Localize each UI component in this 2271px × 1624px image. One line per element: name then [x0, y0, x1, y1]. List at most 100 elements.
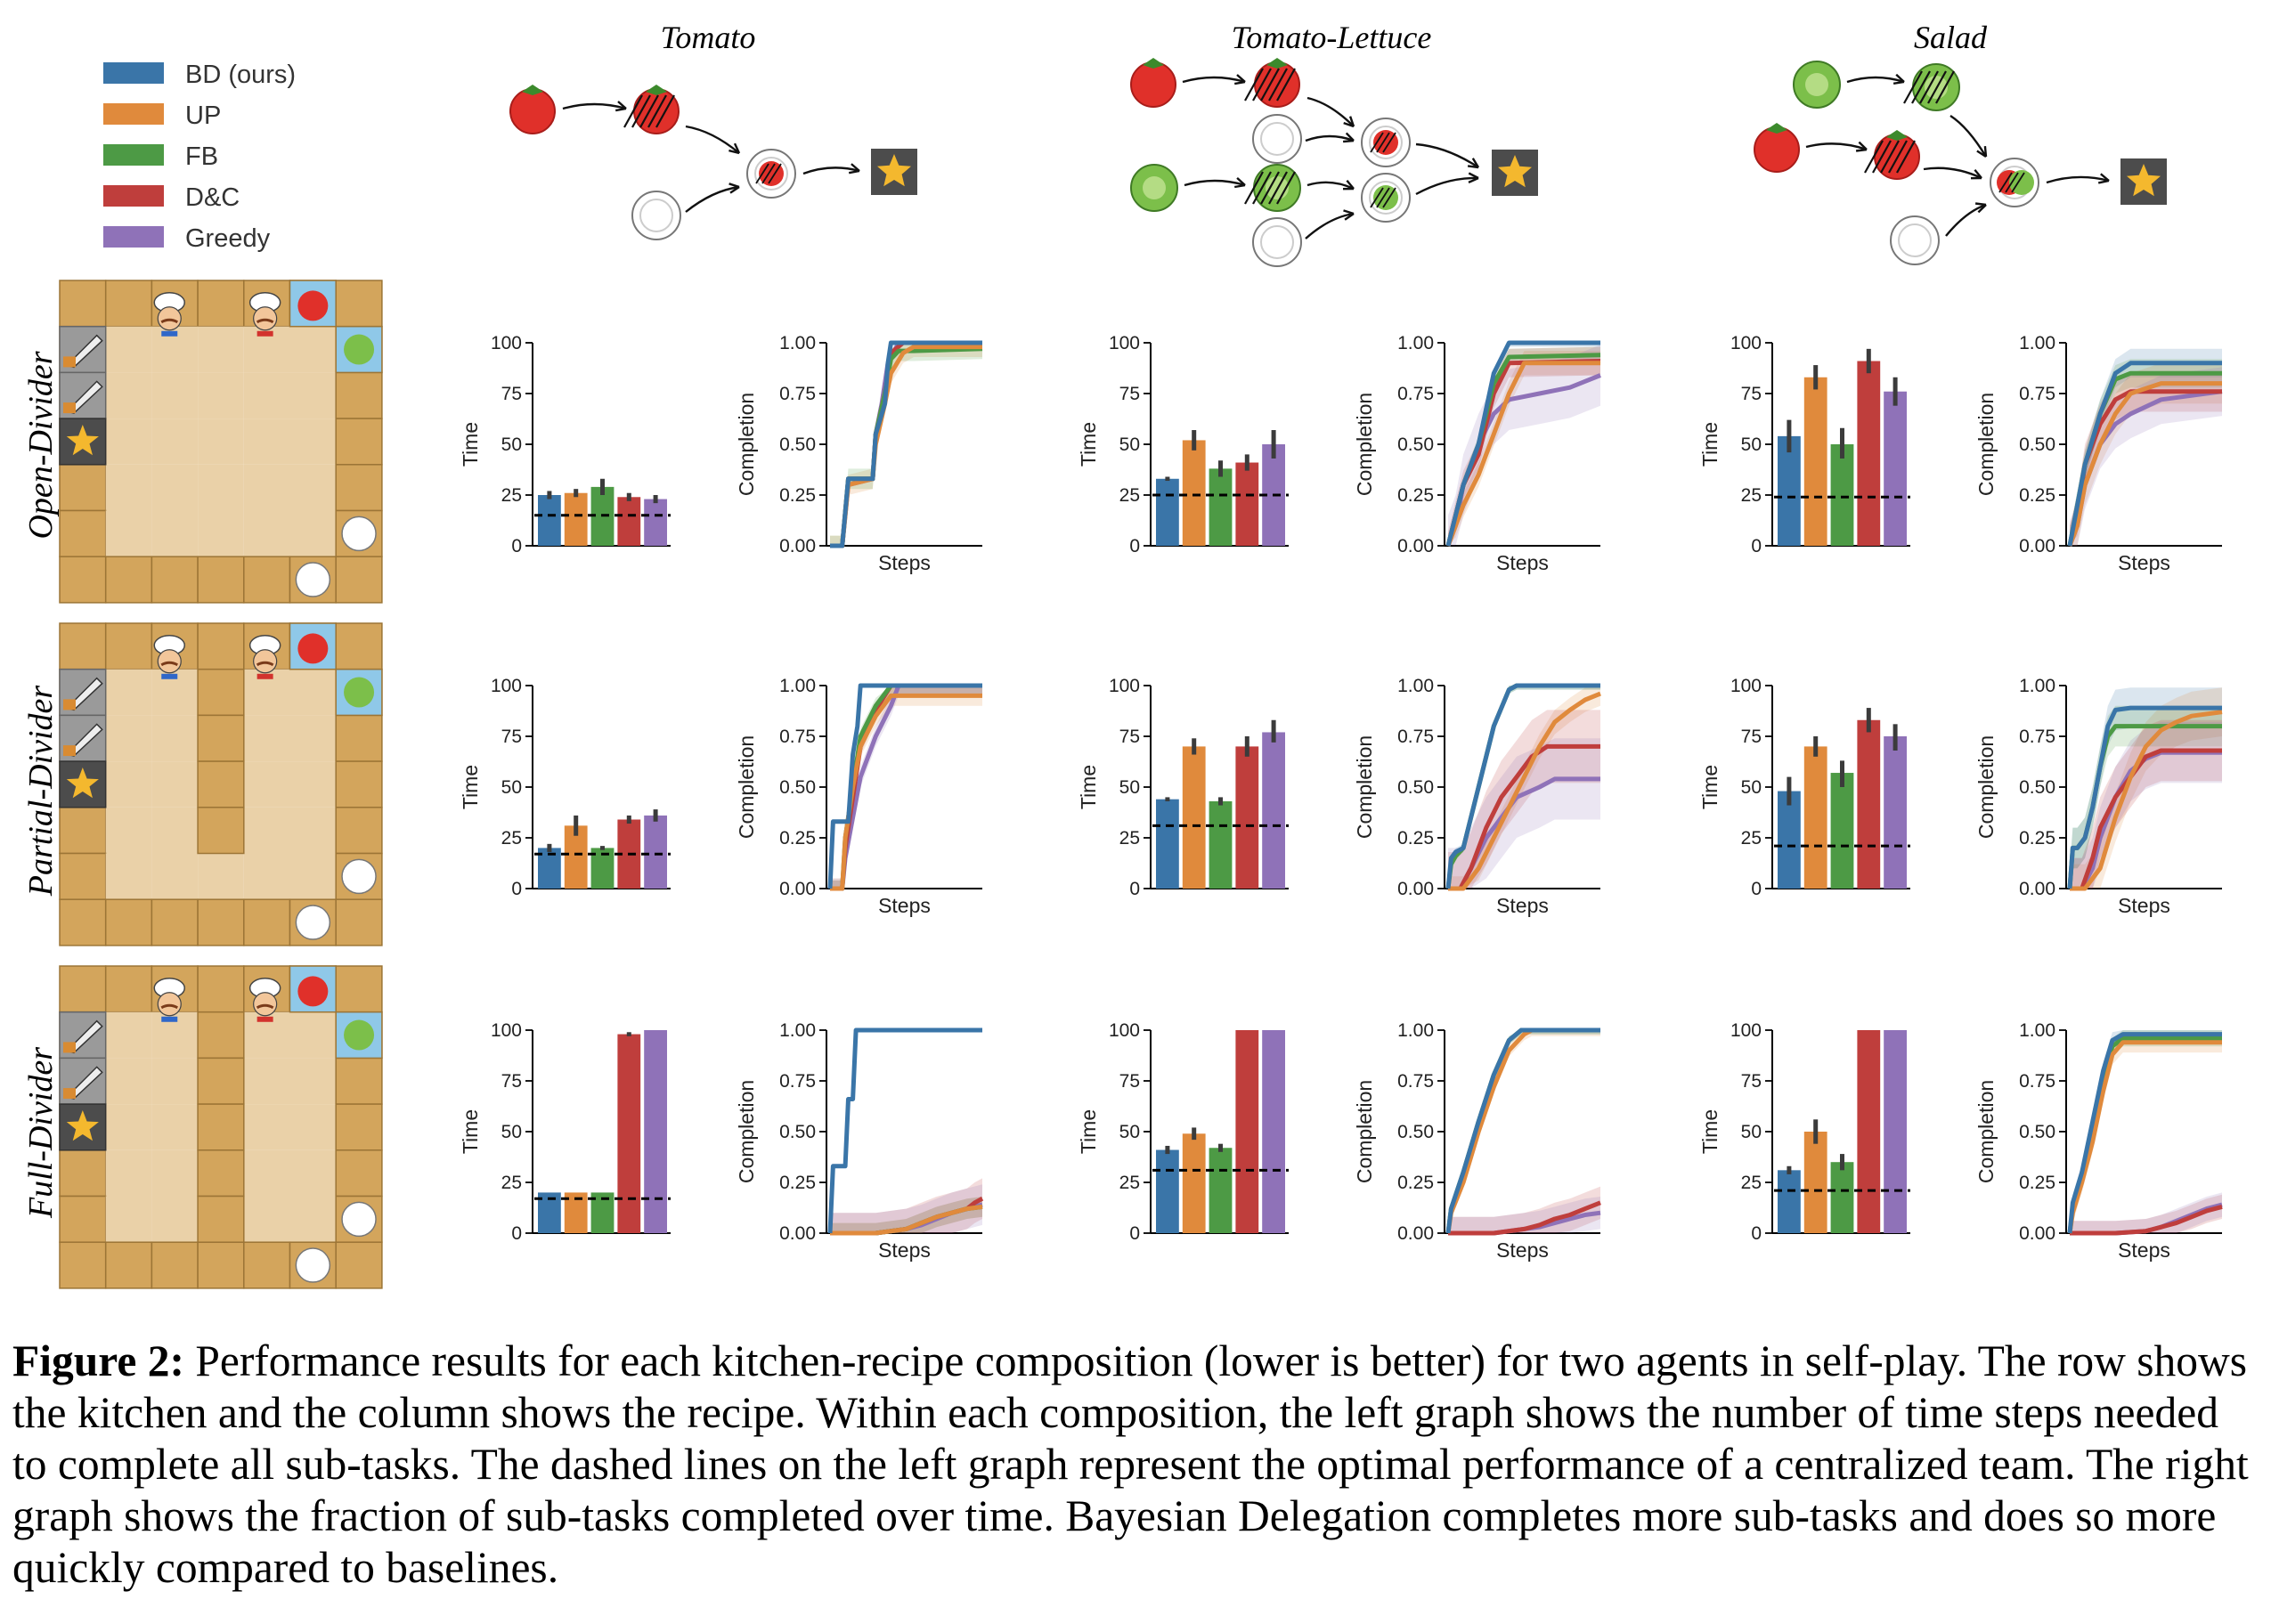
- slice-mark: [1268, 68, 1288, 102]
- knife-handle-icon: [63, 402, 76, 414]
- y-tick-label: 1.00: [1397, 1020, 1434, 1041]
- y-tick-label: 0: [511, 1223, 522, 1244]
- floor-tile: [198, 418, 244, 465]
- arrow-head: [1342, 179, 1355, 191]
- floor-tile: [105, 1104, 152, 1150]
- series-line-up: [830, 1204, 983, 1236]
- bar-bd-ours: [1156, 799, 1179, 889]
- y-tick-label: 75: [1741, 1071, 1762, 1092]
- slice-mark: [1919, 70, 1939, 104]
- counter-tile: [59, 1195, 107, 1243]
- floor-tile: [243, 761, 290, 808]
- series-line-up: [1448, 691, 1601, 891]
- y-tick-label: 0.50: [1397, 434, 1434, 455]
- counter-tile: [335, 1057, 383, 1105]
- time-bar-chart-full-divider-tomato: 0 25 50 75 100 Time: [459, 1020, 671, 1244]
- bar-bd-ours: [1156, 478, 1179, 546]
- y-tick-label: 0.00: [2019, 1223, 2055, 1244]
- counter-tile: [197, 622, 245, 670]
- y-tick-label: 100: [1109, 676, 1140, 696]
- floor-tile: [151, 761, 199, 808]
- legend-label-d-c: D&C: [185, 183, 240, 212]
- y-tick-label: 100: [491, 676, 522, 696]
- series-line-bd-ours: [1445, 683, 1600, 889]
- y-tick-label: 50: [1119, 777, 1140, 798]
- floor-tile: [151, 1058, 199, 1105]
- plate-icon: [631, 191, 681, 240]
- floor-tile: [289, 715, 337, 762]
- counter-tile: [335, 807, 383, 855]
- series-line-up: [830, 693, 982, 891]
- arrow-head: [729, 183, 740, 194]
- arrow-line: [1182, 76, 1246, 84]
- y-tick-label: 0.00: [779, 879, 816, 899]
- slice-mark: [655, 94, 675, 128]
- y-tick-label: 0: [1129, 1223, 1140, 1244]
- y-tick-label: 0.50: [1397, 1122, 1434, 1142]
- divider-tile: [197, 668, 245, 717]
- slice-mark: [1268, 171, 1288, 205]
- arrow-head: [1855, 141, 1868, 152]
- y-axis-label: Completion: [1353, 393, 1376, 496]
- plate-rim-icon: [1260, 225, 1294, 259]
- slice-mark: [631, 94, 651, 128]
- series-line-d-c: [1448, 743, 1600, 891]
- bar-fb: [1830, 1162, 1854, 1233]
- bar-up: [1182, 746, 1206, 889]
- y-axis-label: Completion: [1974, 393, 1998, 496]
- y-tick-label: 0.00: [1397, 879, 1434, 899]
- y-tick-label: 75: [1741, 727, 1762, 747]
- bar-fb: [1209, 800, 1233, 889]
- arrow-line: [562, 102, 627, 110]
- y-axis-label: Time: [1077, 1109, 1100, 1154]
- bar-greedy: [644, 499, 667, 546]
- x-axis-label: Steps: [878, 1238, 931, 1262]
- slice-mark: [1276, 171, 1296, 205]
- completion-line-chart-open-divider-tomato: 0.00 0.25 0.50 0.75 1.00 Steps Completion: [735, 333, 983, 574]
- y-tick-label: 0.00: [2019, 879, 2055, 899]
- y-tick-label: 25: [1119, 485, 1140, 506]
- bar-fb: [1209, 468, 1233, 546]
- recipe-title-tomato-lettuce: Tomato-Lettuce: [1232, 20, 1432, 55]
- bar-greedy: [1884, 391, 1907, 546]
- floor-tile: [151, 1149, 199, 1197]
- floor-tile: [289, 418, 337, 465]
- floor-tile: [289, 326, 337, 373]
- floor-tile: [151, 418, 199, 465]
- y-tick-label: 100: [1109, 333, 1140, 353]
- y-tick-label: 0.50: [779, 777, 816, 798]
- floor-tile: [105, 418, 152, 465]
- time-bar-chart-partial-divider-tomato: 0 25 50 75 100 Time: [459, 676, 671, 899]
- x-axis-label: Steps: [1496, 551, 1549, 574]
- counter-tile: [335, 714, 383, 762]
- series-line-greedy: [830, 340, 982, 548]
- floor-tile: [289, 761, 337, 808]
- divider-tile: [197, 1149, 245, 1198]
- counter-tile: [104, 898, 153, 946]
- arrow-line: [1805, 142, 1868, 151]
- floor-tile: [151, 1104, 199, 1150]
- y-axis-label: Completion: [1974, 1080, 1998, 1183]
- counter-tile: [243, 898, 291, 946]
- divider-tile: [197, 1057, 245, 1105]
- kitchen-map-full-divider: [59, 965, 383, 1289]
- arrow-head: [1892, 73, 1905, 85]
- slice-mark: [1252, 171, 1272, 205]
- counter-tile: [151, 898, 199, 946]
- floor-tile: [105, 1058, 152, 1105]
- arrow-line: [1306, 181, 1355, 191]
- y-tick-label: 0.25: [779, 828, 816, 849]
- bar-bd-ours: [1778, 791, 1801, 889]
- counter-tile: [335, 1241, 383, 1289]
- x-axis-label: Steps: [878, 551, 931, 574]
- time-bar-chart-open-divider-tomato-lettuce: 0 25 50 75 100 Time: [1077, 333, 1289, 556]
- slice-mark: [1872, 140, 1892, 174]
- y-tick-label: 0.25: [779, 1173, 816, 1193]
- y-tick-label: 0.75: [779, 727, 816, 747]
- plate-icon: [341, 1201, 377, 1238]
- bar-up: [1803, 1132, 1827, 1233]
- arrow-head: [729, 142, 741, 155]
- recipe-graph-salad: [1754, 61, 2167, 265]
- y-tick-label: 100: [1109, 1020, 1140, 1041]
- time-bar-chart-partial-divider-salad: 0 25 50 75 100 Time: [1698, 676, 1910, 899]
